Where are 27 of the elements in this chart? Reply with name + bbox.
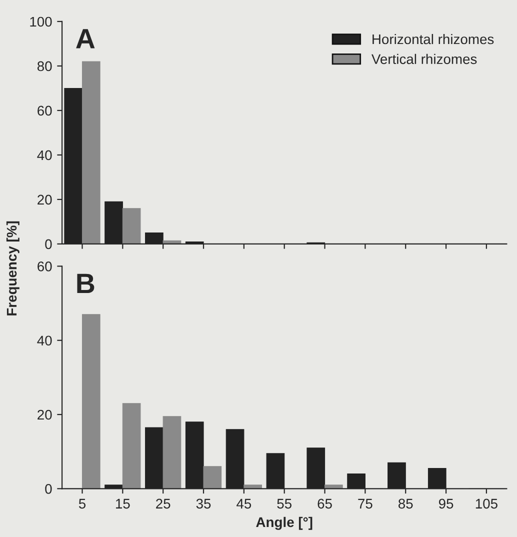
x-tick-label: 95: [438, 498, 454, 509]
x-tick-label: 75: [358, 498, 372, 509]
y-axis-title: Frequency [%]: [6, 221, 20, 316]
legend-label: Vertical rhizomes: [372, 54, 477, 64]
x-tick-label: 45: [236, 498, 252, 509]
legend-label: Horizontal rhizomes: [372, 34, 494, 44]
y-tick-label: 20: [38, 194, 52, 205]
y-tick-label: 40: [37, 336, 52, 346]
y-tick-label: 0: [45, 239, 52, 250]
y-tick-label: 40: [37, 150, 52, 160]
y-tick-label: 60: [38, 262, 52, 272]
annotation: A: [76, 29, 95, 48]
y-tick-label: 100: [30, 16, 52, 27]
x-tick-label: 5: [78, 498, 86, 509]
x-tick-label: 85: [398, 498, 413, 509]
y-tick-label: 20: [38, 410, 52, 420]
annotation: B: [77, 274, 94, 294]
y-tick-label: 0: [45, 484, 52, 494]
x-tick-label: 55: [277, 498, 292, 509]
y-tick-label: 80: [37, 61, 52, 72]
x-tick-label: 15: [116, 498, 130, 509]
x-tick-label: 65: [318, 498, 332, 509]
x-axis-title: Angle [°]: [256, 516, 312, 530]
y-tick-label: 60: [38, 106, 52, 116]
x-tick-label: 35: [196, 498, 211, 509]
x-tick-label: 25: [156, 498, 170, 509]
x-tick-label: 105: [476, 498, 498, 509]
